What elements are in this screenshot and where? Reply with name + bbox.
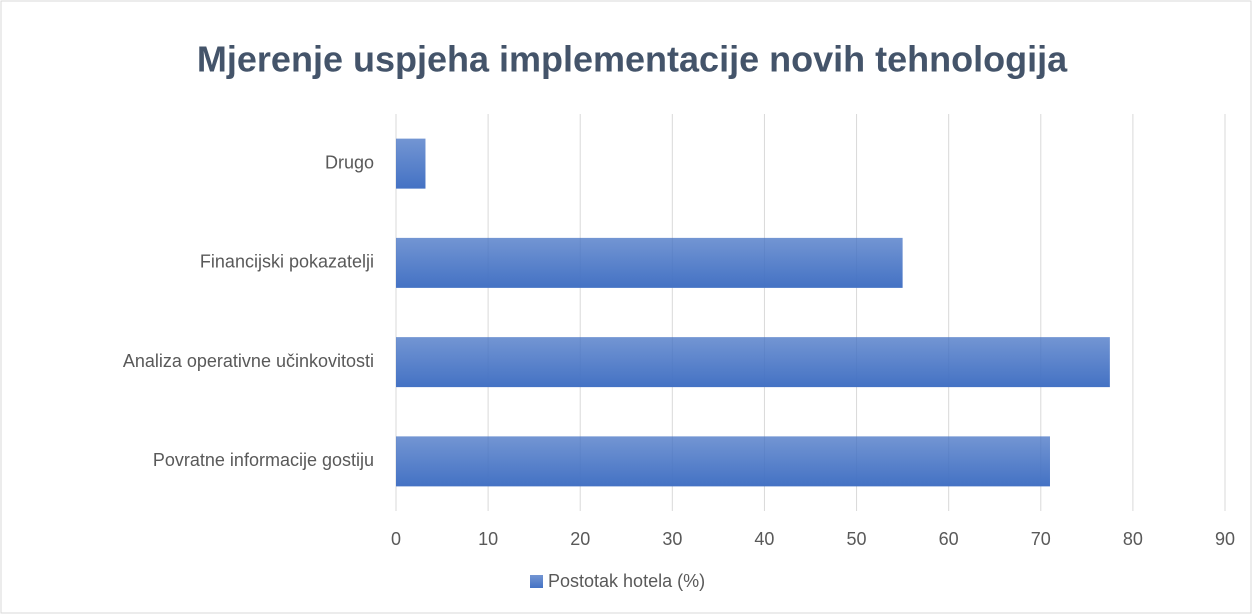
x-tick-label: 50 bbox=[847, 529, 867, 549]
bar bbox=[396, 337, 1110, 388]
x-tick-label: 80 bbox=[1123, 529, 1143, 549]
y-tick-label: Drugo bbox=[325, 152, 374, 172]
x-tick-label: 40 bbox=[754, 529, 774, 549]
bar bbox=[396, 237, 903, 288]
x-tick-label: 60 bbox=[939, 529, 959, 549]
x-tick-label: 10 bbox=[478, 529, 498, 549]
y-tick-label: Analiza operativne učinkovitosti bbox=[123, 351, 374, 371]
legend-label: Postotak hotela (%) bbox=[548, 571, 705, 591]
bar bbox=[396, 436, 1050, 487]
x-tick-label: 0 bbox=[391, 529, 401, 549]
bar bbox=[396, 138, 426, 189]
chart-title: Mjerenje uspjeha implementacije novih te… bbox=[197, 39, 1068, 80]
x-tick-label: 30 bbox=[662, 529, 682, 549]
y-tick-label: Povratne informacije gostiju bbox=[153, 450, 374, 470]
y-tick-label: Financijski pokazatelji bbox=[200, 252, 374, 272]
x-tick-label: 70 bbox=[1031, 529, 1051, 549]
x-tick-label: 90 bbox=[1215, 529, 1235, 549]
x-tick-label: 20 bbox=[570, 529, 590, 549]
legend-swatch bbox=[530, 575, 543, 588]
